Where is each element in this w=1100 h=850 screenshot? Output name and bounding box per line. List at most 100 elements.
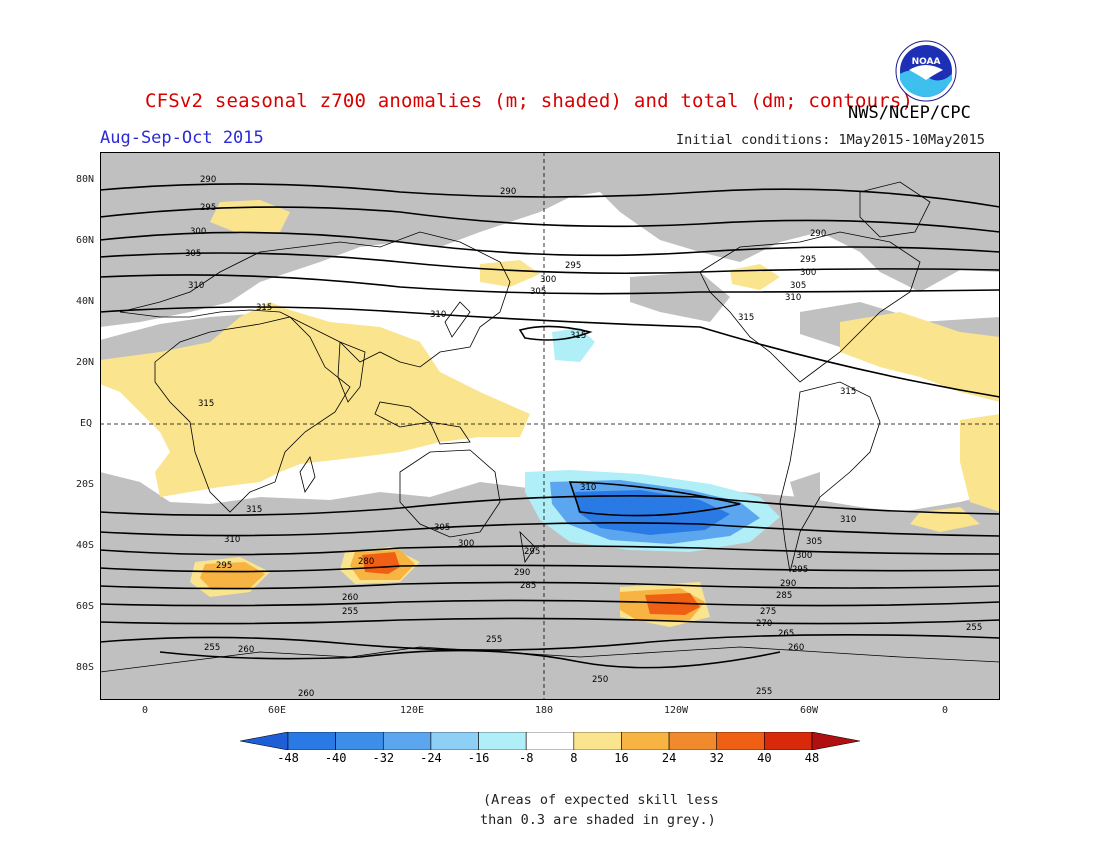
contour-label: 295 bbox=[200, 203, 216, 213]
contour-label: 310 bbox=[580, 483, 596, 493]
lat-label: 20S bbox=[76, 479, 95, 490]
contour-label: 315 bbox=[198, 399, 214, 409]
lat-label: 80N bbox=[76, 174, 95, 185]
contour-label: 290 bbox=[200, 175, 216, 185]
contour-label: 255 bbox=[486, 635, 502, 645]
contour-label: 250 bbox=[592, 675, 608, 685]
forecast-period: Aug-Sep-Oct 2015 bbox=[100, 128, 264, 148]
colorbar-label: 40 bbox=[757, 751, 772, 765]
colorbar-swatch bbox=[716, 732, 765, 750]
contour-label: 315 bbox=[840, 387, 856, 397]
colorbar-label: 24 bbox=[661, 751, 677, 765]
lat-label: 80S bbox=[76, 662, 95, 673]
colorbar-swatch bbox=[478, 732, 527, 750]
colorbar-swatch bbox=[430, 732, 479, 750]
colorbar-label: -32 bbox=[372, 751, 395, 765]
contour-label: 275 bbox=[760, 607, 776, 617]
skill-note-line1: (Areas of expected skill less bbox=[483, 792, 719, 808]
colorbar-label: -48 bbox=[277, 751, 299, 765]
noaa-logo: NOAA bbox=[895, 40, 957, 102]
reference-lines bbox=[100, 152, 1000, 700]
lon-label: 60W bbox=[800, 705, 819, 716]
colorbar-label: 16 bbox=[614, 751, 629, 765]
lon-label: 0 bbox=[942, 705, 949, 716]
contour-label: 305 bbox=[530, 287, 546, 297]
colorbar-label: -8 bbox=[518, 751, 534, 765]
contour-label: 290 bbox=[514, 568, 530, 578]
contour-label: 260 bbox=[298, 689, 314, 699]
contour-label: 265 bbox=[778, 629, 794, 639]
colorbar-swatch bbox=[764, 732, 813, 750]
contour-label: 315 bbox=[256, 303, 272, 313]
contour-label: 290 bbox=[810, 229, 826, 239]
contour-label: 260 bbox=[788, 643, 804, 653]
contour-label: 300 bbox=[540, 275, 556, 285]
colorbar-swatch bbox=[287, 732, 336, 750]
contour-label: 295 bbox=[565, 261, 581, 271]
lat-label: 60S bbox=[76, 601, 95, 612]
contour-label: 255 bbox=[342, 607, 358, 617]
coastlines bbox=[100, 181, 1000, 673]
contour-label: 300 bbox=[796, 551, 812, 561]
lon-label: 120E bbox=[400, 705, 425, 716]
contour-label: 315 bbox=[246, 505, 262, 515]
contour-label: 255 bbox=[966, 623, 982, 633]
colorbar-label: -16 bbox=[467, 751, 490, 765]
colorbar-label: -40 bbox=[324, 751, 347, 765]
contour-label: 285 bbox=[776, 591, 792, 601]
lat-label: 40N bbox=[76, 296, 95, 307]
colorbar-label: 32 bbox=[709, 751, 724, 765]
contour-label: 310 bbox=[188, 281, 204, 291]
contour-label: 255 bbox=[204, 643, 220, 653]
contour-label: 255 bbox=[756, 687, 772, 697]
contour-label: 310 bbox=[840, 515, 856, 525]
contour-label: 260 bbox=[238, 645, 254, 655]
contour-label: 285 bbox=[520, 581, 536, 591]
contour-label: 305 bbox=[434, 523, 450, 533]
skill-note-line2: than 0.3 are shaded in grey.) bbox=[480, 812, 716, 828]
lat-label: 40S bbox=[76, 540, 95, 551]
contour-label: 310 bbox=[430, 310, 446, 320]
colorbar-swatches bbox=[240, 732, 860, 750]
contour-label: 310 bbox=[785, 293, 801, 303]
colorbar-swatch bbox=[811, 732, 860, 750]
colorbar-label: 48 bbox=[804, 751, 820, 765]
colorbar-swatch bbox=[335, 732, 384, 750]
lon-label: 120W bbox=[664, 705, 689, 716]
contour-label: 310 bbox=[224, 535, 240, 545]
contour-labels: 290 290 295 300 305 310 315 310 315 295 … bbox=[185, 175, 982, 699]
chart-title: CFSv2 seasonal z700 anomalies (m; shaded… bbox=[145, 90, 914, 112]
lat-label: 20N bbox=[76, 357, 95, 368]
contour-label: 300 bbox=[458, 539, 474, 549]
colorbar-swatch bbox=[621, 732, 670, 750]
contour-label: 305 bbox=[185, 249, 201, 259]
agency-label: NWS/NCEP/CPC bbox=[848, 103, 971, 123]
colorbar bbox=[240, 732, 860, 750]
colorbar-label: -24 bbox=[420, 751, 442, 765]
lon-label: 0 bbox=[142, 705, 149, 716]
contour-label: 300 bbox=[800, 268, 816, 278]
lon-label: 60E bbox=[268, 705, 287, 716]
contour-label: 305 bbox=[806, 537, 822, 547]
anomaly-map: 290 290 295 300 305 310 315 310 315 295 … bbox=[100, 152, 1000, 700]
contour-label: 280 bbox=[358, 557, 374, 567]
contour-label: 295 bbox=[216, 561, 232, 571]
contour-label: 290 bbox=[500, 187, 516, 197]
colorbar-label: 8 bbox=[570, 751, 578, 765]
colorbar-swatch bbox=[573, 732, 622, 750]
initial-conditions: Initial conditions: 1May2015-10May2015 bbox=[676, 132, 985, 148]
height-contours bbox=[100, 183, 1000, 669]
colorbar-swatch bbox=[668, 732, 718, 750]
colorbar-swatch bbox=[525, 732, 575, 750]
colorbar-swatch bbox=[240, 732, 289, 750]
contour-label: 295 bbox=[524, 547, 540, 557]
contour-label: 295 bbox=[792, 565, 808, 575]
lat-label: 60N bbox=[76, 235, 95, 246]
contour-label: 315 bbox=[570, 331, 586, 341]
contour-label: 260 bbox=[342, 593, 358, 603]
contour-label: 290 bbox=[780, 579, 796, 589]
contour-label: 305 bbox=[790, 281, 806, 291]
lat-label: EQ bbox=[80, 418, 93, 429]
contour-label: 315 bbox=[738, 313, 754, 323]
noaa-logo-text: NOAA bbox=[912, 57, 941, 67]
